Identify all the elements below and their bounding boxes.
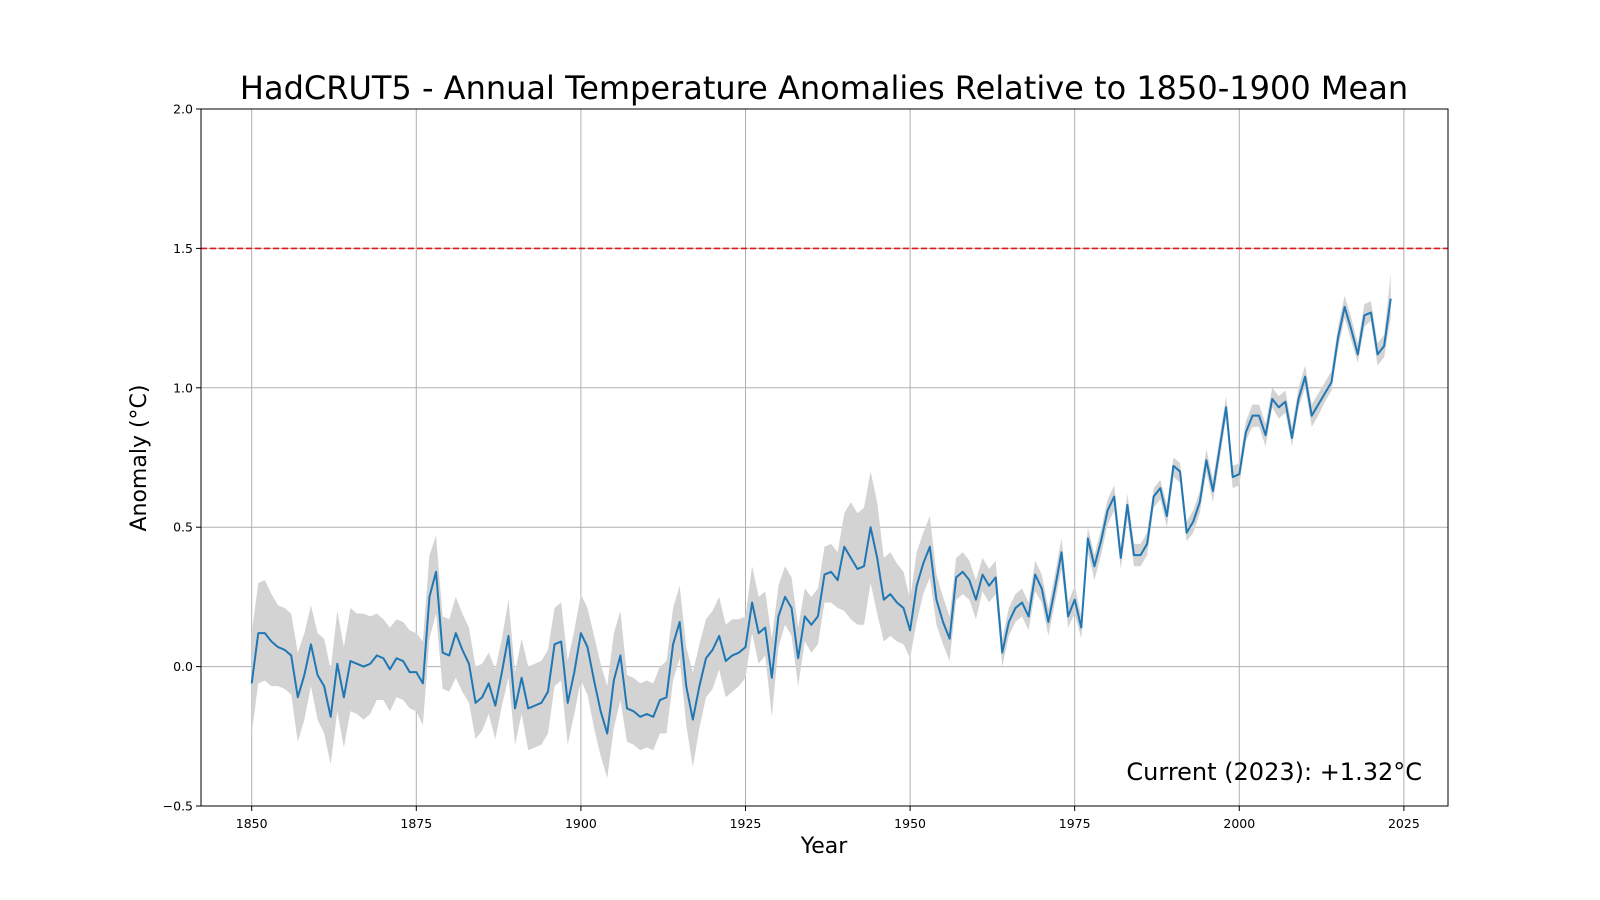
current-value-annotation: Current (2023): +1.32°C — [1126, 758, 1422, 786]
y-tick-label: 2.0 — [173, 102, 193, 117]
y-tick-label: 0.5 — [173, 520, 193, 535]
x-axis-label: Year — [800, 834, 849, 859]
y-tick-label: −0.5 — [163, 799, 193, 814]
anomaly-series-line — [250, 298, 1392, 735]
x-tick-label: 1925 — [730, 816, 762, 831]
x-tick-label: 1875 — [400, 816, 432, 831]
y-tick-label: 1.5 — [173, 241, 193, 256]
uncertainty-band-layer — [251, 273, 1391, 779]
x-tick-label: 1900 — [565, 816, 597, 831]
y-tick-label: 0.0 — [173, 659, 193, 674]
x-tick-label: 1850 — [236, 816, 268, 831]
x-tick-label: 2000 — [1223, 816, 1255, 831]
y-axis-label: Anomaly (°C) — [127, 384, 152, 531]
chart-title: HadCRUT5 - Annual Temperature Anomalies … — [240, 69, 1408, 107]
x-tick-label: 1975 — [1059, 816, 1091, 831]
x-axis-ticks: 1850 1875 1900 1925 1950 1975 2000 2025 — [236, 806, 1420, 831]
uncertainty-band — [251, 273, 1391, 779]
x-tick-label: 2025 — [1388, 816, 1420, 831]
plot-frame — [200, 108, 1449, 807]
y-axis-ticks: −0.5 0.0 0.5 1.0 1.5 2.0 — [163, 102, 201, 814]
y-tick-label: 1.0 — [173, 380, 193, 395]
series-line-layer — [250, 298, 1392, 735]
x-tick-label: 1950 — [894, 816, 926, 831]
